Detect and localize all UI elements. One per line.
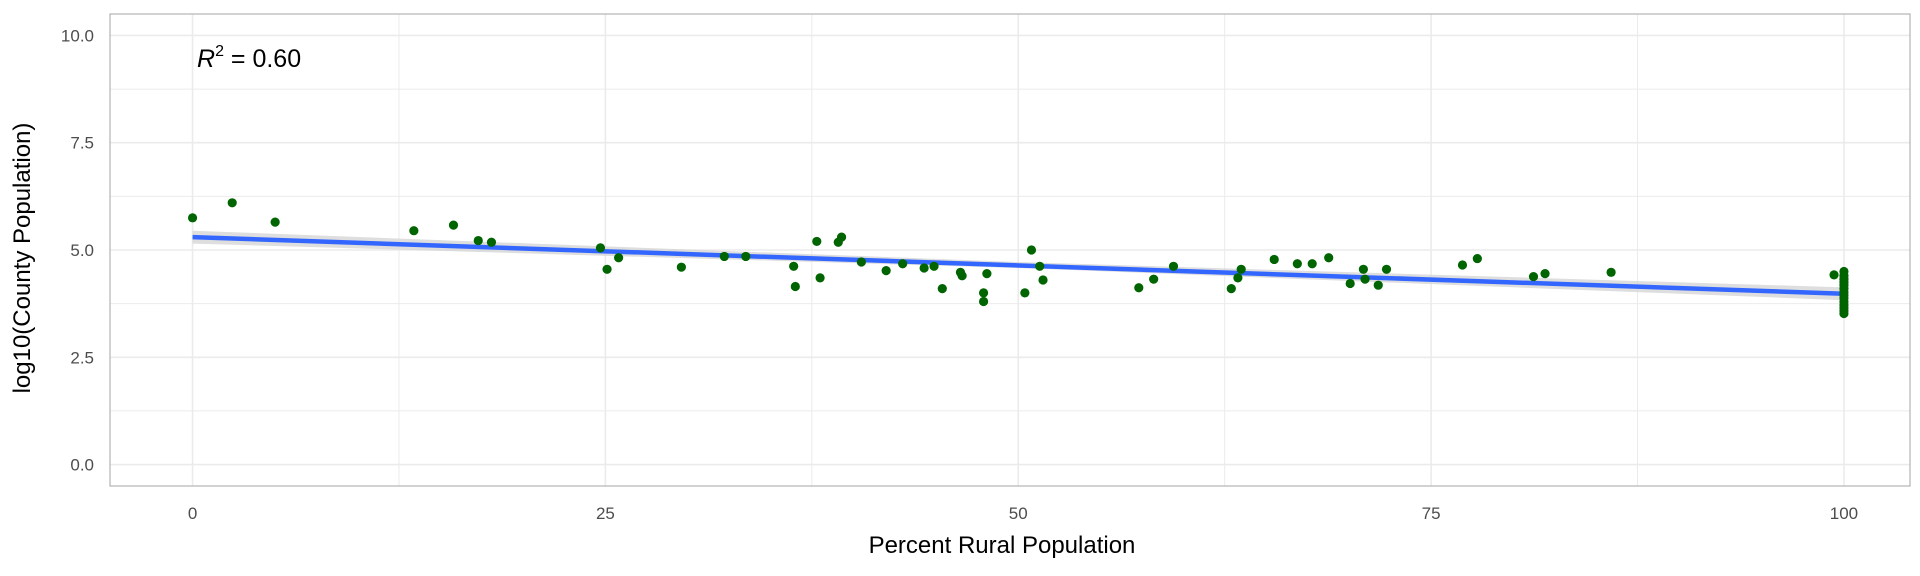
data-point — [815, 273, 825, 283]
data-point — [1035, 261, 1045, 271]
fit-line-group — [192, 234, 1845, 297]
data-point — [448, 220, 459, 230]
data-point — [898, 259, 908, 269]
data-point — [1269, 254, 1279, 265]
data-point — [473, 235, 483, 246]
y-tick-label: 2.5 — [70, 348, 94, 367]
y-tick-labels: 0.0 2.5 5.0 7.5 10.0 — [61, 26, 94, 474]
data-point — [1168, 261, 1179, 271]
data-point — [919, 263, 929, 273]
r-squared-value: = 0.60 — [224, 45, 301, 73]
data-point — [1606, 267, 1616, 277]
data-point — [1472, 253, 1482, 264]
r-squared-symbol: R — [197, 45, 215, 73]
r-squared-exponent: 2 — [215, 43, 224, 60]
data-point — [957, 271, 967, 281]
x-tick-label: 25 — [596, 504, 615, 523]
data-point — [790, 281, 800, 292]
data-point — [270, 217, 280, 227]
data-point — [1358, 264, 1368, 274]
data-point — [789, 261, 799, 271]
data-point — [937, 284, 947, 294]
data-point — [676, 262, 686, 272]
y-tick-label: 5.0 — [70, 241, 94, 260]
r-squared-annotation: R2 = 0.60 — [197, 43, 301, 73]
data-point — [1373, 280, 1383, 290]
data-point — [1457, 260, 1468, 270]
data-point — [1360, 274, 1370, 284]
regression-line — [192, 234, 1845, 297]
data-point — [614, 253, 624, 263]
data-point — [1829, 270, 1839, 280]
x-tick-label: 75 — [1422, 504, 1441, 523]
y-tick-label: 10.0 — [61, 26, 94, 45]
data-point — [1345, 278, 1355, 289]
y-tick-label: 0.0 — [70, 456, 94, 475]
data-point — [929, 261, 939, 271]
x-tick-label: 50 — [1009, 504, 1028, 523]
data-point — [595, 243, 606, 253]
data-point — [187, 213, 198, 223]
data-point — [1528, 272, 1539, 282]
data-point — [227, 198, 237, 208]
data-point — [1038, 275, 1048, 285]
x-tick-labels: 0 25 50 75 100 — [188, 504, 1858, 523]
data-point — [1324, 253, 1334, 263]
data-point — [812, 236, 822, 247]
y-tick-label: 7.5 — [70, 134, 94, 153]
data-point — [1020, 288, 1030, 298]
data-point — [1381, 264, 1392, 274]
data-point — [978, 288, 989, 298]
data-point — [719, 251, 729, 262]
data-point — [1307, 259, 1317, 269]
data-point — [1540, 269, 1550, 279]
x-tick-label: 0 — [188, 504, 197, 523]
data-point — [1233, 273, 1243, 283]
data-point — [409, 226, 419, 236]
data-point — [1292, 259, 1302, 269]
data-point — [486, 237, 497, 247]
data-point — [1149, 274, 1159, 284]
data-point — [1134, 283, 1144, 293]
data-point — [881, 265, 891, 276]
data-point — [602, 264, 612, 274]
data-point — [978, 296, 989, 307]
data-point — [1226, 284, 1236, 294]
x-axis-title: Percent Rural Population — [869, 532, 1136, 559]
data-point — [1839, 308, 1849, 319]
data-point — [836, 232, 847, 242]
panel-border — [109, 13, 1911, 487]
data-point — [1236, 264, 1246, 274]
data-point — [1026, 245, 1037, 255]
x-tick-label: 100 — [1830, 504, 1858, 523]
data-points — [187, 198, 1849, 319]
y-axis-title: log10(County Population) — [9, 123, 36, 394]
data-point — [982, 269, 992, 279]
data-point — [741, 251, 751, 262]
data-point — [856, 257, 866, 267]
